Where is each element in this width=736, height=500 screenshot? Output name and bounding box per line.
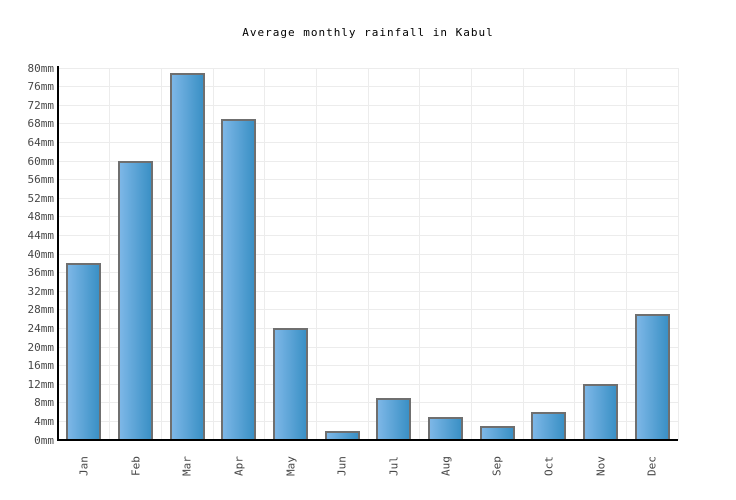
x-axis-label-feb: Feb bbox=[128, 446, 144, 486]
y-axis-tick-label: 40mm bbox=[27, 247, 55, 261]
x-axis-label-may: May bbox=[283, 446, 299, 486]
y-axis-tick-label: 80mm bbox=[27, 61, 55, 75]
x-axis-label-text: Dec bbox=[645, 456, 659, 476]
v-gridline bbox=[212, 68, 214, 440]
y-axis-tick-label: 76mm bbox=[27, 80, 55, 94]
x-axis-label-text: Aug bbox=[439, 456, 452, 476]
v-gridline bbox=[160, 68, 162, 440]
x-axis-label-sep: Sep bbox=[489, 446, 505, 486]
y-axis-tick-label: 8mm bbox=[34, 396, 54, 410]
bar-aug bbox=[428, 416, 463, 440]
v-gridline bbox=[264, 68, 266, 440]
x-axis-label-text: Feb bbox=[129, 456, 142, 476]
bar-dec bbox=[634, 314, 670, 440]
v-gridline bbox=[109, 68, 111, 440]
bar-may bbox=[273, 328, 308, 440]
bar-oct bbox=[531, 412, 567, 440]
bar-jul bbox=[376, 398, 412, 440]
bar-jun bbox=[324, 430, 360, 440]
y-axis-tick-label: 36mm bbox=[27, 266, 55, 280]
y-axis-tick-label: 20mm bbox=[27, 340, 55, 354]
y-axis-tick-label: 44mm bbox=[27, 228, 55, 242]
x-axis-label-apr: Apr bbox=[231, 446, 247, 486]
y-axis-line bbox=[57, 66, 59, 441]
y-axis-tick-label: 32mm bbox=[27, 284, 55, 298]
y-axis-tick-label: 12mm bbox=[27, 377, 55, 391]
x-axis-label-jun: Jun bbox=[334, 446, 350, 486]
bar-sep bbox=[479, 426, 515, 440]
y-axis-tick-label: 72mm bbox=[27, 98, 55, 112]
x-axis-label-text: Nov bbox=[594, 456, 607, 476]
v-gridline bbox=[677, 68, 679, 440]
bar-apr bbox=[221, 119, 257, 440]
x-axis-label-nov: Nov bbox=[593, 446, 609, 486]
y-axis-tick-label: 4mm bbox=[34, 414, 54, 428]
x-axis-label-text: Mar bbox=[180, 456, 194, 476]
bar-jan bbox=[66, 263, 102, 440]
x-axis-label-text: Jul bbox=[387, 456, 401, 476]
y-axis-tick-label: 16mm bbox=[27, 359, 55, 373]
x-axis-label-text: Sep bbox=[490, 456, 504, 476]
y-axis-tick-label: 56mm bbox=[27, 173, 55, 187]
v-gridline bbox=[367, 68, 369, 440]
x-axis-label-text: Oct bbox=[542, 456, 556, 476]
bar-mar bbox=[169, 72, 205, 440]
bar-nov bbox=[583, 384, 618, 440]
v-gridline bbox=[315, 68, 317, 440]
y-axis-tick-label: 64mm bbox=[27, 135, 55, 149]
x-axis-label-text: May bbox=[284, 456, 297, 476]
y-axis-tick-label: 24mm bbox=[27, 321, 55, 335]
y-axis-tick-label: 28mm bbox=[27, 303, 55, 317]
x-axis-label-text: Jun bbox=[335, 456, 349, 476]
x-axis-label-oct: Oct bbox=[541, 446, 557, 486]
v-gridline bbox=[522, 68, 524, 440]
x-axis-label-jul: Jul bbox=[386, 446, 402, 486]
x-axis-label-dec: Dec bbox=[644, 446, 660, 486]
y-axis-tick-label: 0mm bbox=[34, 433, 54, 447]
x-axis-label-jan: Jan bbox=[76, 446, 92, 486]
y-axis-tick-label: 48mm bbox=[27, 210, 55, 224]
x-axis-label-mar: Mar bbox=[179, 446, 195, 486]
x-axis-line bbox=[57, 439, 678, 441]
v-gridline bbox=[419, 68, 421, 440]
y-axis-tick-label: 52mm bbox=[27, 191, 55, 205]
chart-title: Average monthly rainfall in Kabul bbox=[242, 26, 494, 39]
bar-feb bbox=[118, 161, 153, 440]
v-gridline bbox=[574, 68, 576, 440]
x-axis-label-aug: Aug bbox=[438, 446, 454, 486]
v-gridline bbox=[470, 68, 472, 440]
y-axis-tick-label: 60mm bbox=[27, 154, 55, 168]
x-axis-label-text: Apr bbox=[232, 456, 246, 476]
y-axis-tick-label: 68mm bbox=[27, 117, 55, 131]
v-gridline bbox=[625, 68, 627, 440]
x-axis-label-text: Jan bbox=[77, 456, 91, 476]
